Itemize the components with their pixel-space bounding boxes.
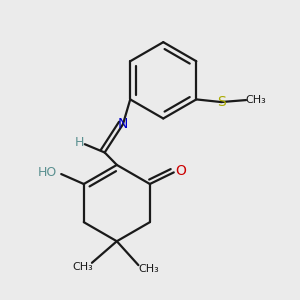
Text: N: N (118, 117, 128, 131)
Text: CH₃: CH₃ (245, 95, 266, 105)
Text: S: S (217, 95, 226, 109)
Text: O: O (176, 164, 187, 178)
Text: HO: HO (38, 166, 57, 179)
Text: CH₃: CH₃ (138, 264, 159, 274)
Text: CH₃: CH₃ (72, 262, 93, 272)
Text: H: H (75, 136, 85, 149)
